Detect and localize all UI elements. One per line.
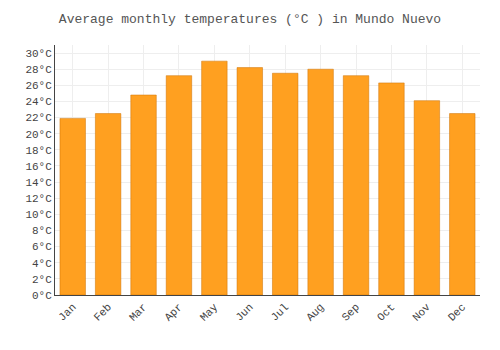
- svg-text:Sep: Sep: [340, 301, 362, 323]
- svg-text:16°C: 16°C: [25, 161, 52, 173]
- svg-text:2°C: 2°C: [32, 274, 52, 286]
- svg-text:Jun: Jun: [233, 301, 255, 323]
- svg-text:Jan: Jan: [56, 301, 78, 323]
- svg-text:24°C: 24°C: [25, 96, 52, 108]
- svg-text:4°C: 4°C: [32, 258, 52, 270]
- svg-text:26°C: 26°C: [25, 80, 52, 92]
- svg-text:May: May: [198, 301, 221, 324]
- svg-text:10°C: 10°C: [25, 209, 52, 221]
- svg-text:0°C: 0°C: [32, 290, 52, 302]
- svg-text:14°C: 14°C: [25, 177, 52, 189]
- svg-text:Nov: Nov: [410, 301, 433, 324]
- svg-text:Oct: Oct: [375, 301, 397, 323]
- svg-text:Apr: Apr: [162, 301, 184, 323]
- svg-text:Jul: Jul: [269, 301, 291, 323]
- svg-text:Mar: Mar: [127, 301, 149, 323]
- svg-text:Feb: Feb: [92, 301, 114, 323]
- svg-text:12°C: 12°C: [25, 193, 52, 205]
- svg-text:18°C: 18°C: [25, 145, 52, 157]
- svg-text:28°C: 28°C: [25, 64, 52, 76]
- svg-text:8°C: 8°C: [32, 225, 52, 237]
- svg-text:22°C: 22°C: [25, 112, 52, 124]
- svg-text:30°C: 30°C: [25, 48, 52, 60]
- svg-text:Aug: Aug: [304, 301, 326, 323]
- svg-text:Dec: Dec: [446, 301, 468, 323]
- svg-text:Average monthly temperatures (: Average monthly temperatures (°C ) in Mu…: [59, 12, 441, 27]
- svg-text:6°C: 6°C: [32, 241, 52, 253]
- svg-text:20°C: 20°C: [25, 129, 52, 141]
